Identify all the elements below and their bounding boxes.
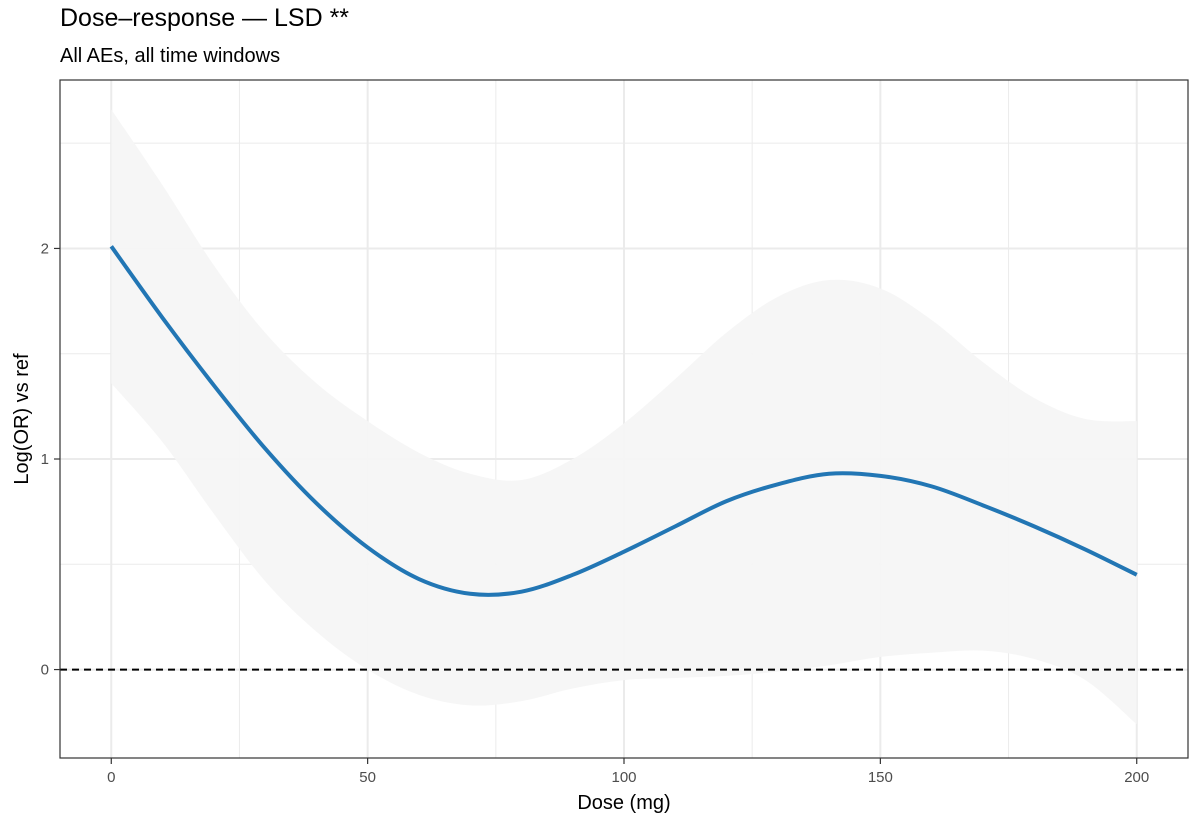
confidence-band — [111, 109, 1137, 725]
y-tick-label: 1 — [41, 451, 49, 468]
y-tick-label: 0 — [41, 662, 49, 679]
x-axis-title: Dose (mg) — [577, 792, 670, 814]
x-axis-ticks: 0 50 100 150 200 — [107, 758, 1149, 786]
x-tick-label: 0 — [107, 769, 115, 786]
y-tick-label: 2 — [41, 240, 49, 257]
chart-subtitle: All AEs, all time windows — [60, 45, 281, 67]
x-tick-label: 100 — [611, 769, 636, 786]
x-tick-label: 200 — [1124, 769, 1149, 786]
chart-title: Dose–response — LSD ** — [60, 4, 350, 32]
x-tick-label: 150 — [868, 769, 893, 786]
dose-response-line — [109, 245, 1138, 597]
x-tick-label: 50 — [359, 769, 376, 786]
y-axis-title: Log(OR) vs ref — [11, 353, 33, 485]
y-axis-ticks: 0 1 2 — [41, 240, 60, 679]
